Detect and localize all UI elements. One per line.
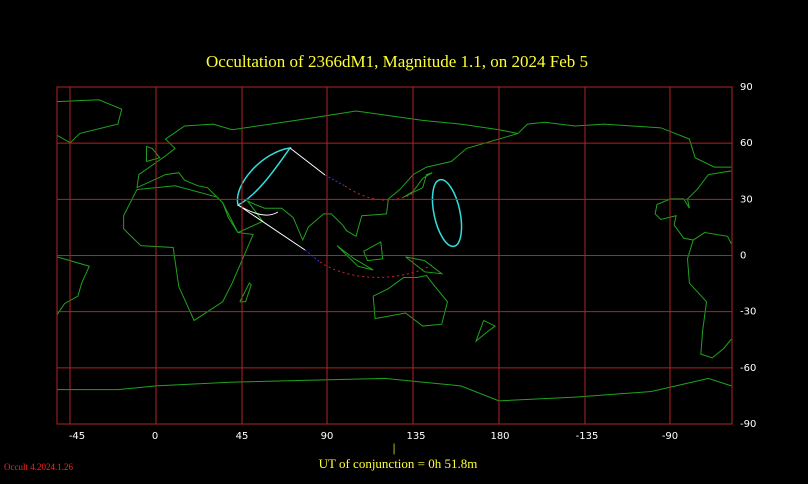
conjunction-marker: | xyxy=(393,440,396,455)
longitude-label: 135 xyxy=(406,431,425,442)
longitude-label: 0 xyxy=(152,431,158,442)
coastline xyxy=(474,320,497,343)
coastlines xyxy=(56,99,732,402)
latitude-label: 90 xyxy=(740,82,753,93)
conjunction-time: UT of conjunction = 0h 51.8m xyxy=(319,456,478,471)
coastline xyxy=(57,377,732,402)
coastline xyxy=(56,256,91,316)
longitude-label: 90 xyxy=(321,431,334,442)
longitude-label: 180 xyxy=(490,431,509,442)
visibility-curve xyxy=(431,178,463,248)
longitude-label: -45 xyxy=(69,431,85,442)
map-frame xyxy=(56,86,733,425)
latitude-label: 30 xyxy=(740,194,753,205)
coastline xyxy=(363,241,384,262)
latitude-label: 0 xyxy=(740,251,746,262)
longitude-label: 45 xyxy=(236,431,249,442)
coastline xyxy=(686,239,732,359)
title: Occultation of 2366dM1, Magnitude 1.1, o… xyxy=(206,52,588,71)
coastline xyxy=(136,110,519,242)
visibility-curve xyxy=(236,147,292,207)
latitude-label: -90 xyxy=(740,419,756,430)
coastline xyxy=(123,185,254,322)
version: Occult 4.2024.1.26 xyxy=(4,462,73,472)
coastline xyxy=(405,256,444,275)
coastline xyxy=(517,121,732,168)
coastline xyxy=(336,245,374,271)
coastline xyxy=(654,170,732,245)
latitude-label: -30 xyxy=(740,307,756,318)
latitude-label: -60 xyxy=(740,363,756,374)
latitude-label: 60 xyxy=(740,138,753,149)
coastline xyxy=(372,275,449,327)
longitude-label: -135 xyxy=(576,431,599,442)
coastline xyxy=(239,282,252,303)
longitude-label: -90 xyxy=(662,431,678,442)
coastline xyxy=(145,145,161,162)
